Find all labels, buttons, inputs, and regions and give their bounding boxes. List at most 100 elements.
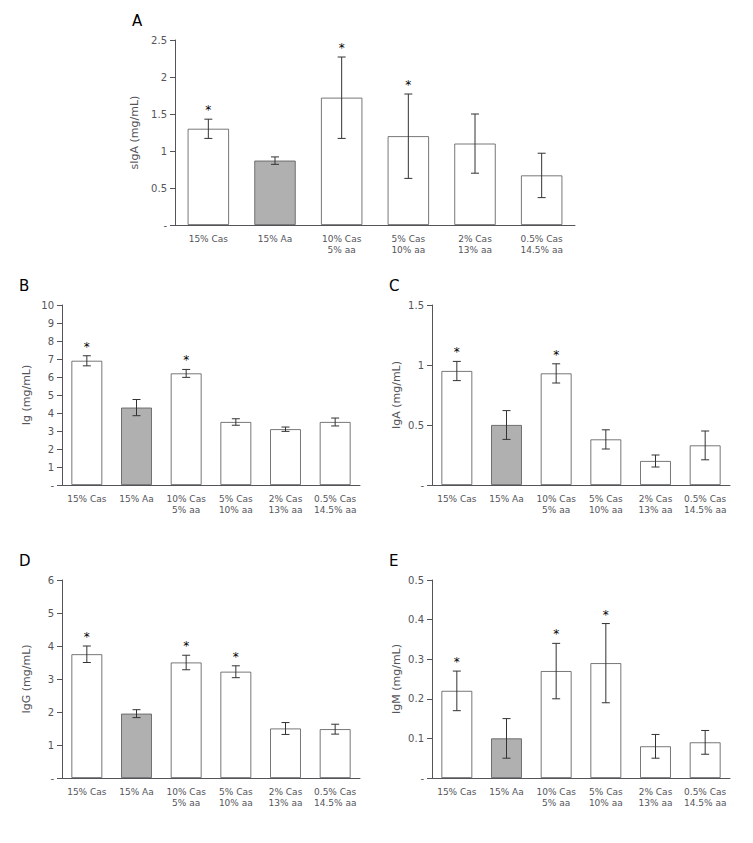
svg-text:2% Cas: 2% Cas — [269, 787, 303, 797]
svg-text:5% aa: 5% aa — [172, 505, 200, 515]
svg-text:13% aa: 13% aa — [639, 505, 673, 515]
svg-text:10% Cas: 10% Cas — [166, 494, 206, 504]
svg-text:14.5% aa: 14.5% aa — [314, 798, 356, 808]
svg-text:14.5% aa: 14.5% aa — [684, 505, 726, 515]
svg-text:15% Aa: 15% Aa — [119, 494, 154, 504]
svg-text:*: * — [454, 345, 460, 359]
svg-text:2: 2 — [48, 444, 54, 455]
svg-text:1: 1 — [161, 146, 167, 157]
svg-text:13% aa: 13% aa — [458, 245, 492, 255]
svg-text:*: * — [183, 639, 189, 653]
svg-text:10% aa: 10% aa — [589, 798, 623, 808]
svg-text:2% Cas: 2% Cas — [639, 787, 673, 797]
svg-text:0.3: 0.3 — [408, 654, 424, 665]
svg-text:5% Cas: 5% Cas — [219, 787, 253, 797]
svg-text:5% aa: 5% aa — [542, 505, 570, 515]
svg-text:5% Cas: 5% Cas — [589, 494, 623, 504]
svg-text:-: - — [420, 480, 424, 491]
svg-text:5% aa: 5% aa — [542, 798, 570, 808]
svg-text:*: * — [84, 340, 90, 354]
svg-text:2% Cas: 2% Cas — [458, 234, 492, 244]
svg-text:-: - — [50, 480, 54, 491]
svg-text:3: 3 — [48, 426, 54, 437]
svg-text:Ig (mg/mL): Ig (mg/mL) — [20, 365, 33, 426]
svg-text:B: B — [19, 277, 29, 295]
svg-text:1.5: 1.5 — [151, 109, 167, 120]
svg-text:*: * — [183, 353, 189, 367]
svg-text:10: 10 — [41, 300, 54, 311]
svg-text:15% Aa: 15% Aa — [489, 494, 524, 504]
svg-text:10% aa: 10% aa — [391, 245, 425, 255]
svg-text:13% aa: 13% aa — [639, 798, 673, 808]
svg-text:D: D — [19, 552, 31, 570]
svg-text:IgG (mg/mL): IgG (mg/mL) — [20, 644, 33, 713]
svg-text:*: * — [205, 103, 211, 117]
svg-text:10% Cas: 10% Cas — [322, 234, 362, 244]
svg-text:14.5% aa: 14.5% aa — [520, 245, 562, 255]
svg-text:10% Cas: 10% Cas — [166, 787, 206, 797]
svg-text:15% Cas: 15% Cas — [67, 494, 107, 504]
svg-text:10% Cas: 10% Cas — [536, 494, 576, 504]
svg-text:sIgA (mg/mL): sIgA (mg/mL) — [128, 96, 141, 170]
svg-text:3: 3 — [48, 674, 54, 685]
svg-text:2: 2 — [48, 707, 54, 718]
svg-text:10% Cas: 10% Cas — [536, 787, 576, 797]
svg-text:0.1: 0.1 — [408, 733, 424, 744]
svg-text:IgA (mg/mL): IgA (mg/mL) — [390, 361, 403, 429]
svg-text:4: 4 — [48, 408, 54, 419]
svg-text:15% Aa: 15% Aa — [119, 787, 154, 797]
svg-text:1: 1 — [418, 360, 424, 371]
svg-text:14.5% aa: 14.5% aa — [684, 798, 726, 808]
svg-text:6: 6 — [48, 575, 54, 586]
svg-text:14.5% aa: 14.5% aa — [314, 505, 356, 515]
svg-text:15% Cas: 15% Cas — [437, 494, 477, 504]
svg-text:1.5: 1.5 — [408, 300, 424, 311]
svg-text:0.5% Cas: 0.5% Cas — [314, 494, 357, 504]
svg-text:-: - — [163, 220, 167, 231]
svg-text:5% aa: 5% aa — [328, 245, 356, 255]
svg-text:5% aa: 5% aa — [172, 798, 200, 808]
svg-text:1: 1 — [48, 462, 54, 473]
svg-text:A: A — [132, 12, 143, 30]
svg-text:2% Cas: 2% Cas — [269, 494, 303, 504]
svg-text:5: 5 — [48, 608, 54, 619]
svg-text:2% Cas: 2% Cas — [639, 494, 673, 504]
svg-text:*: * — [233, 650, 239, 664]
svg-text:1: 1 — [48, 740, 54, 751]
svg-text:0.5% Cas: 0.5% Cas — [684, 494, 727, 504]
svg-text:*: * — [339, 41, 345, 55]
svg-text:8: 8 — [48, 336, 54, 347]
svg-text:15% Aa: 15% Aa — [489, 787, 524, 797]
svg-text:*: * — [603, 608, 609, 622]
svg-text:0.5: 0.5 — [151, 183, 167, 194]
svg-text:15% Cas: 15% Cas — [189, 234, 229, 244]
svg-text:10% aa: 10% aa — [589, 505, 623, 515]
svg-text:4: 4 — [48, 641, 54, 652]
svg-text:*: * — [553, 627, 559, 641]
svg-text:0.5: 0.5 — [408, 420, 424, 431]
svg-text:-: - — [420, 773, 424, 784]
svg-text:*: * — [84, 630, 90, 644]
svg-text:15% Cas: 15% Cas — [437, 787, 477, 797]
svg-text:13% aa: 13% aa — [269, 798, 303, 808]
svg-text:*: * — [553, 348, 559, 362]
svg-text:E: E — [389, 552, 398, 570]
svg-text:*: * — [405, 78, 411, 92]
svg-text:0.2: 0.2 — [408, 693, 424, 704]
svg-text:5: 5 — [48, 390, 54, 401]
svg-text:13% aa: 13% aa — [269, 505, 303, 515]
svg-text:0.5% Cas: 0.5% Cas — [314, 787, 357, 797]
svg-text:7: 7 — [48, 354, 54, 365]
svg-text:10% aa: 10% aa — [219, 505, 253, 515]
svg-text:5% Cas: 5% Cas — [589, 787, 623, 797]
svg-text:0.5% Cas: 0.5% Cas — [684, 787, 727, 797]
svg-text:0.5: 0.5 — [408, 575, 424, 586]
svg-text:-: - — [50, 773, 54, 784]
svg-text:2.5: 2.5 — [151, 35, 167, 46]
svg-text:5% Cas: 5% Cas — [392, 234, 426, 244]
svg-text:10% aa: 10% aa — [219, 798, 253, 808]
svg-text:15% Aa: 15% Aa — [258, 234, 293, 244]
svg-text:0.5% Cas: 0.5% Cas — [521, 234, 564, 244]
svg-text:6: 6 — [48, 372, 54, 383]
svg-text:5% Cas: 5% Cas — [219, 494, 253, 504]
